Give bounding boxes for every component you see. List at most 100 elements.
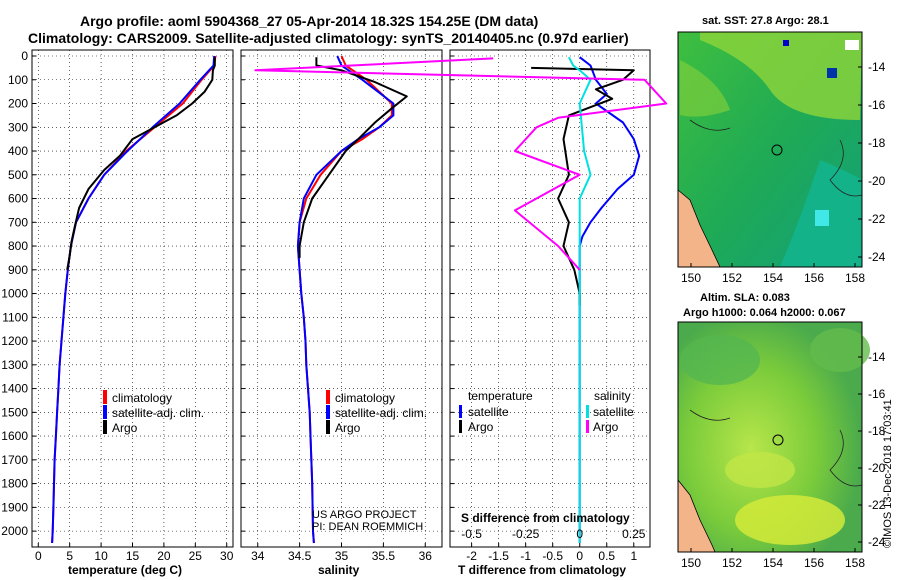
lon-tick-label: 156 <box>804 556 824 570</box>
s-tick-label: 0.25 <box>622 527 646 541</box>
low-sla-patch <box>680 335 760 385</box>
sla-map: Altim. SLA: 0.083 Argo h1000: 0.064 h200… <box>678 292 886 570</box>
x-tick-label: -1 <box>520 549 531 563</box>
x-tick-label: 0 <box>35 549 42 563</box>
s-tick-label: -0.5 <box>461 527 482 541</box>
lon-tick-label: 152 <box>722 556 742 570</box>
legend-satellite-adj: satellite-adj. clim. <box>112 406 204 420</box>
legend-satellite-swatch <box>326 405 330 419</box>
x-tick-label: 30 <box>220 549 234 563</box>
imos-credit: ©IMOS 13-Dec-2018 17:03:41 <box>882 399 894 548</box>
series-line-satellite-adj-clim- <box>52 56 214 543</box>
difference-legend: temperature satellite Argo salinity sate… <box>459 389 634 434</box>
x-tick-label: 10 <box>94 549 108 563</box>
depth-tick-label: 700 <box>8 215 28 229</box>
title-line2: Climatology: CARS2009. Satellite-adjuste… <box>28 30 629 46</box>
legend-temperature-head: temperature <box>468 389 533 403</box>
depth-tick-label: 1900 <box>1 500 28 514</box>
legend-climatology: climatology <box>335 391 395 405</box>
credit-line2: PI: DEAN ROEMMICH <box>312 521 423 533</box>
x-tick-label: -2 <box>466 549 477 563</box>
depth-tick-label: 500 <box>8 168 28 182</box>
title-line1: Argo profile: aoml 5904368_27 05-Apr-201… <box>80 13 538 29</box>
cold-pixel-patch <box>815 210 829 226</box>
credit-line1: US ARGO PROJECT <box>312 509 417 521</box>
x-tick-label: 0.5 <box>598 549 615 563</box>
depth-tick-label: 0 <box>21 49 28 63</box>
high-sla-patch <box>735 495 845 545</box>
depth-tick-label: 2000 <box>1 524 28 538</box>
depth-tick-label: 400 <box>8 144 28 158</box>
x-tick-label: 34 <box>251 549 265 563</box>
temperature-panel: 0100200300400500600700800900100011001200… <box>1 49 233 577</box>
difference-tick-labels: -2 -1.5 -1 -0.5 0 0.5 1 <box>466 543 637 563</box>
lat-tick-label: -16 <box>868 98 886 112</box>
legend-argo-swatch <box>326 420 330 434</box>
legend-s-argo: Argo <box>593 420 619 434</box>
sla-title-line2: Argo h1000: 0.064 h2000: 0.067 <box>683 307 846 319</box>
x-tick-label: 5 <box>66 549 73 563</box>
difference-panel: -2 -1.5 -1 -0.5 0 0.5 1 T difference from clim… <box>255 50 696 577</box>
s-difference-label: S difference from climatology <box>461 511 630 525</box>
sst-map-title: sat. SST: 27.8 Argo: 28.1 <box>702 15 829 27</box>
data-gap-pixel <box>827 68 837 78</box>
lat-tick-label: -20 <box>868 174 886 188</box>
legend-t-satellite: satellite <box>468 405 509 419</box>
depth-tick-label: 1100 <box>2 310 28 324</box>
legend-climatology: climatology <box>112 391 172 405</box>
difference-axes-box <box>450 50 650 547</box>
temperature-legend: climatology satellite-adj. clim. Argo <box>103 390 204 435</box>
temperature-xlabel: temperature (deg C) <box>68 563 182 577</box>
low-sla-patch <box>810 328 870 372</box>
legend-t-argo-swatch <box>459 420 462 433</box>
salinity-gridlines <box>241 50 442 547</box>
legend-climatology-swatch <box>326 390 330 404</box>
s-tick-label: 0 <box>576 527 583 541</box>
lon-tick-label: 150 <box>681 556 701 570</box>
x-tick-label: -1.5 <box>488 549 509 563</box>
depth-tick-label: 1000 <box>1 287 28 301</box>
sst-map: sat. SST: 27.8 Argo: 28.1 -14 -16 -18 -20 -2… <box>678 15 886 285</box>
legend-argo: Argo <box>112 421 138 435</box>
lat-tick-label: -24 <box>868 250 886 264</box>
legend-s-satellite-swatch <box>586 405 589 418</box>
depth-tick-label: 800 <box>8 239 28 253</box>
lat-tick-label: -16 <box>868 387 886 401</box>
depth-tick-label: 1600 <box>1 429 28 443</box>
legend-climatology-swatch <box>103 390 107 404</box>
salinity-legend: climatology satellite-adj. clim. Argo <box>326 390 427 435</box>
temperature-tick-labels: 0 5 10 15 20 25 30 <box>35 543 234 563</box>
salinity-panel: 34 34.5 35 35.5 36 salinity climatology sate… <box>241 50 442 577</box>
legend-satellite-swatch <box>103 405 107 419</box>
legend-t-argo: Argo <box>468 420 494 434</box>
lat-tick-label: -18 <box>868 136 886 150</box>
depth-tick-label: 300 <box>8 120 28 134</box>
lon-tick-label: 158 <box>845 556 865 570</box>
high-sla-patch <box>725 452 795 488</box>
legend-satellite-adj: satellite-adj. clim. <box>335 406 427 420</box>
x-tick-label: 15 <box>126 549 140 563</box>
difference-series <box>255 57 666 543</box>
legend-salinity-head: salinity <box>594 389 631 403</box>
legend-t-satellite-swatch <box>459 405 462 418</box>
legend-argo-swatch <box>103 420 107 434</box>
depth-tick-label: 1400 <box>1 382 28 396</box>
series-line-argo <box>300 57 407 258</box>
temperature-gridlines <box>32 50 233 547</box>
lon-tick-label: 158 <box>845 271 865 285</box>
lat-tick-label: -14 <box>868 60 886 74</box>
legend-s-argo-swatch <box>586 420 589 433</box>
temperature-series <box>52 56 215 543</box>
salinity-tick-labels: 34 34.5 35 35.5 36 <box>251 543 432 563</box>
depth-tick-label: 1300 <box>1 358 28 372</box>
depth-tick-label: 1500 <box>1 405 28 419</box>
x-tick-label: 20 <box>157 549 171 563</box>
series-line-climatology <box>52 56 215 543</box>
difference-gridlines <box>450 50 650 547</box>
salinity-xlabel: salinity <box>318 563 360 577</box>
series-line-t-satellite <box>580 57 640 543</box>
depth-tick-label: 1700 <box>1 453 28 467</box>
figure: Argo profile: aoml 5904368_27 05-Apr-201… <box>0 0 900 580</box>
x-tick-label: 35.5 <box>372 549 396 563</box>
